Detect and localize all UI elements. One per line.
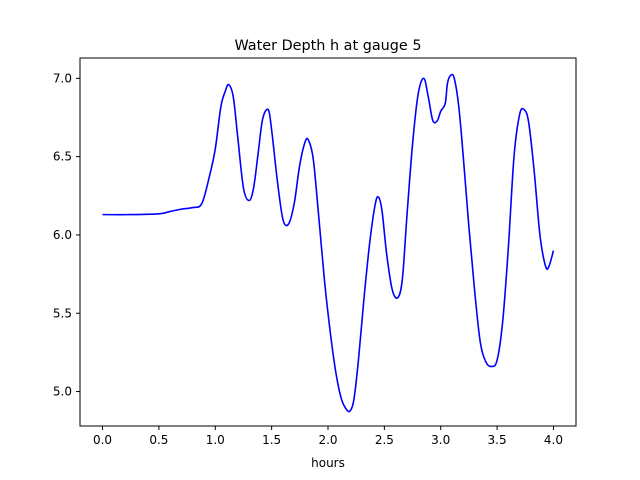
y-tick-label: 5.0 — [53, 385, 72, 399]
y-tick-label: 6.5 — [53, 150, 72, 164]
series-line — [102, 73, 555, 413]
x-tick-label: 3.5 — [488, 433, 507, 447]
plot-area — [102, 73, 555, 413]
x-tick-label: 2.0 — [318, 433, 337, 447]
y-tick-label: 6.0 — [53, 228, 72, 242]
x-axis-ticks: 0.0 0.5 1.0 1.5 2.0 2.5 3.0 3.5 4.0 — [93, 426, 563, 447]
y-tick-label: 5.5 — [53, 306, 72, 320]
chart-title: Water Depth h at gauge 5 — [234, 38, 421, 54]
x-tick-label: 2.5 — [375, 433, 394, 447]
x-tick-label: 3.0 — [431, 433, 450, 447]
y-tick-label: 7.0 — [53, 71, 72, 85]
axes-frame — [79, 57, 577, 427]
x-axis-title: hours — [311, 456, 345, 470]
x-tick-label: 1.5 — [262, 433, 281, 447]
x-tick-label: 1.0 — [206, 433, 225, 447]
x-tick-label: 0.5 — [149, 433, 168, 447]
y-axis-ticks: 5.0 5.5 6.0 6.5 7.0 — [53, 71, 80, 399]
x-tick-label: 4.0 — [544, 433, 563, 447]
x-tick-label: 0.0 — [93, 433, 112, 447]
